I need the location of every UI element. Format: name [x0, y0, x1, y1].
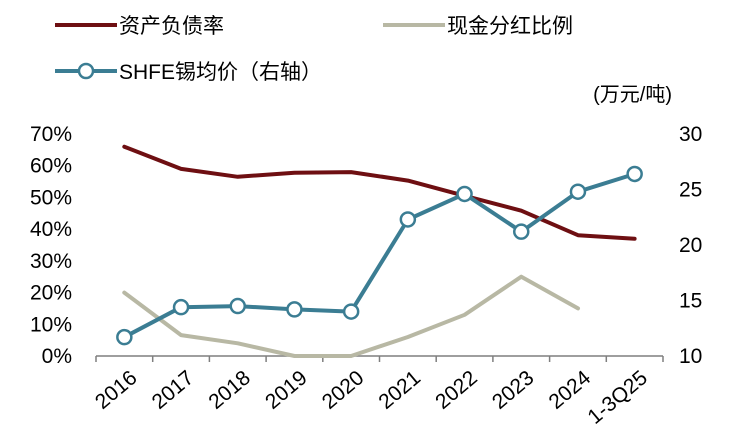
data-point: [172, 298, 190, 316]
data-point: [456, 185, 473, 203]
left-axis-ticks: 0% 10% 20% 30% 40% 50% 60% 70%: [30, 123, 72, 368]
right-tick-label: 10: [679, 345, 702, 368]
x-tick-label: 2017: [148, 366, 199, 414]
series-2: [122, 274, 580, 358]
legend-label: 现金分红比例: [447, 15, 573, 38]
data-point: [626, 165, 643, 183]
data-point: [513, 223, 530, 240]
right-tick-label: 15: [679, 290, 702, 313]
x-tick-label: 2020: [318, 366, 369, 414]
right-tick-label: 30: [679, 123, 702, 146]
right-axis-unit-label: (万元/吨): [593, 83, 672, 106]
right-tick-label: 20: [679, 234, 702, 257]
data-point: [399, 211, 417, 228]
x-tick-label: 2018: [204, 366, 255, 414]
legend-item: 现金分红比例: [383, 15, 573, 38]
data-point: [116, 328, 133, 346]
left-tick-label: 20%: [30, 282, 72, 305]
x-tick-label: 2022: [431, 366, 482, 414]
left-tick-label: 60%: [30, 155, 72, 178]
right-tick-label: 25: [679, 179, 702, 202]
legend-label: SHFE锡均价（右轴）: [119, 61, 322, 84]
x-tick-label: 2019: [261, 366, 312, 414]
legend-marker: [77, 62, 95, 80]
legend-item: 资产负债率: [55, 15, 224, 38]
left-tick-label: 10%: [30, 313, 72, 336]
legend-label: 资产负债率: [119, 15, 224, 38]
right-axis-ticks: 10 15 20 25 30: [679, 123, 702, 368]
series-line: [122, 274, 580, 358]
left-tick-label: 30%: [30, 250, 72, 273]
x-tick-label: 2016: [91, 366, 142, 414]
left-tick-label: 0%: [42, 345, 72, 368]
series-3: [116, 165, 643, 346]
data-point: [569, 183, 587, 200]
data-point: [342, 303, 360, 320]
x-tick-label: 1-3Q25: [583, 366, 651, 429]
data-point: [229, 297, 246, 315]
series-line: [122, 144, 637, 241]
x-tick-label: 2021: [374, 366, 425, 414]
legend-item: SHFE锡均价（右轴）: [55, 61, 322, 84]
series-1: [122, 144, 637, 241]
data-point: [286, 301, 303, 318]
left-tick-label: 40%: [30, 218, 72, 241]
series-layer: [116, 144, 643, 358]
legend: 资产负债率 现金分红比例 SHFE锡均价（右轴）: [55, 15, 573, 84]
left-tick-label: 50%: [30, 186, 72, 209]
left-tick-label: 70%: [30, 123, 72, 146]
x-axis: [95, 355, 664, 362]
x-tick-label: 2023: [488, 366, 539, 414]
x-axis-ticks: 2016 2017 2018 2019 2020 2021 2022 2023 20241-3Q…: [91, 366, 652, 429]
series-line: [122, 172, 637, 340]
